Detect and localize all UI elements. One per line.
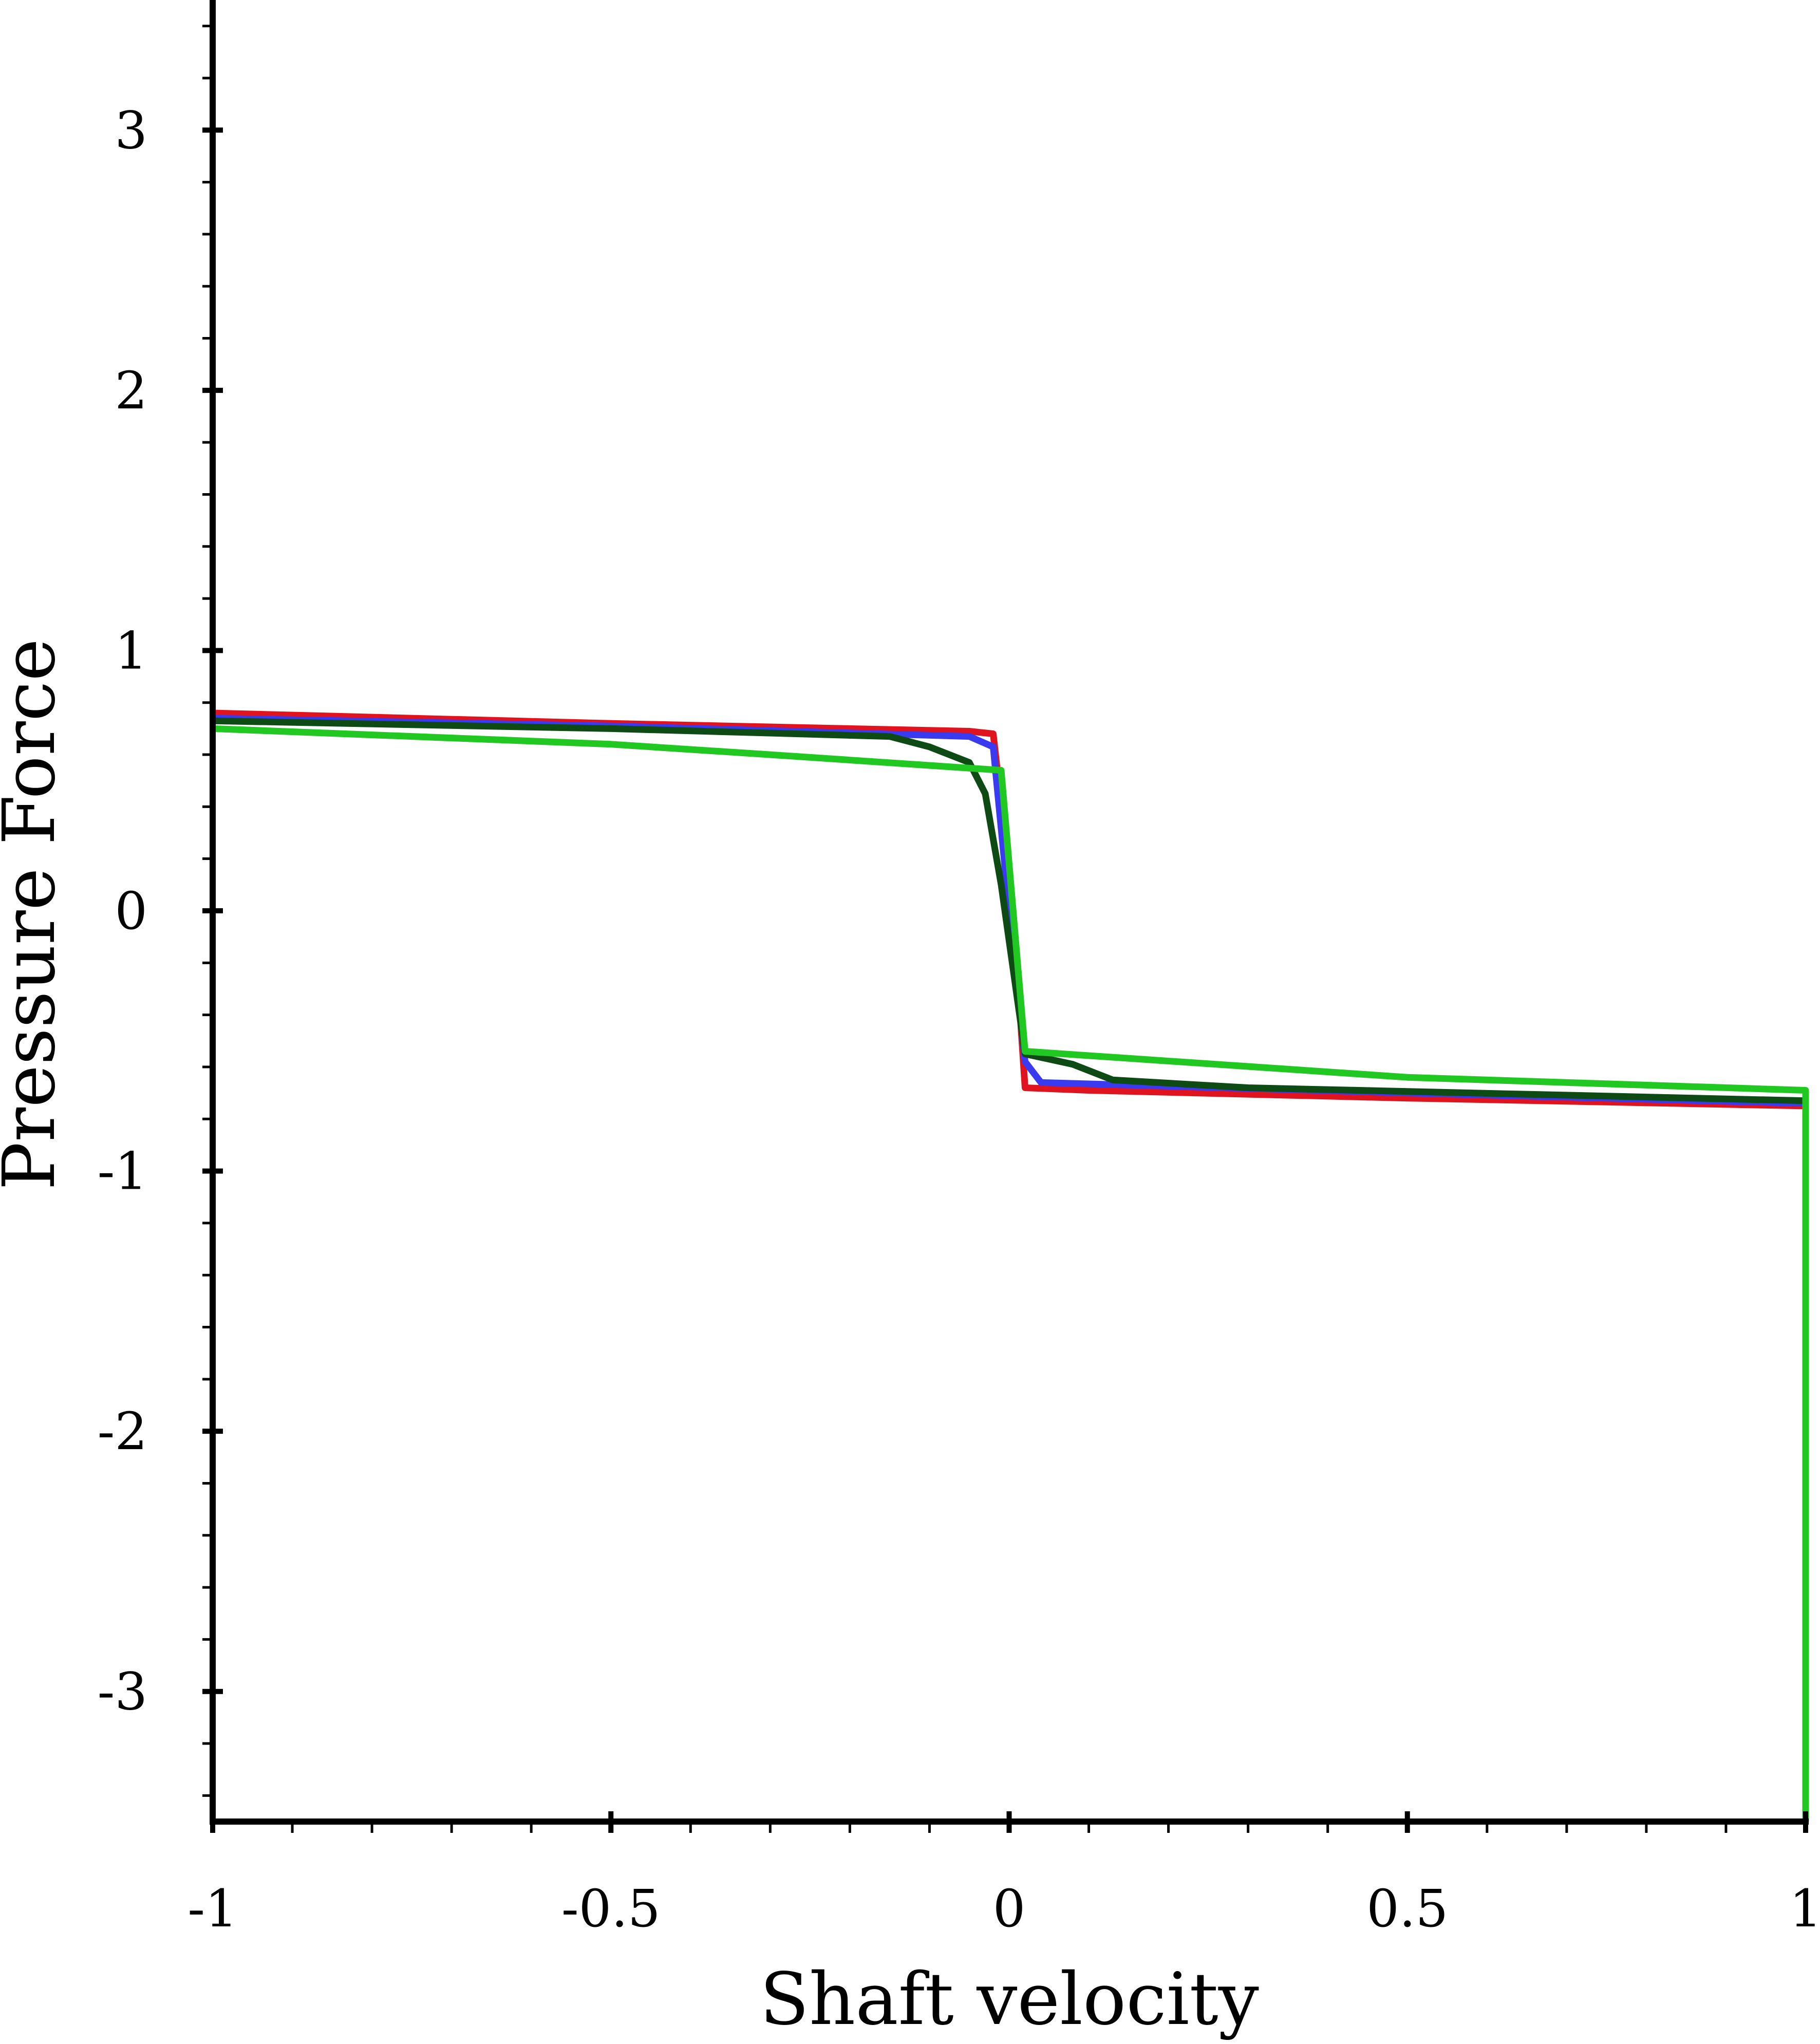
y-tick-label: 3 bbox=[115, 100, 147, 160]
series-line bbox=[212, 717, 1806, 1104]
series-line bbox=[212, 725, 1809, 1822]
y-tick-label: 1 bbox=[115, 621, 147, 681]
series-line bbox=[212, 715, 1806, 1107]
y-tick-label: -3 bbox=[98, 1662, 147, 1722]
y-tick-label: 2 bbox=[115, 361, 147, 421]
y-axis-label: Pressure Force bbox=[0, 639, 71, 1190]
x-axis-label: Shaft velocity bbox=[760, 1958, 1259, 2041]
x-tick-label: 0.5 bbox=[1366, 1879, 1448, 1939]
x-tick-label: 0 bbox=[993, 1879, 1026, 1939]
x-tick-label: -0.5 bbox=[561, 1879, 661, 1939]
y-tick-label: 0 bbox=[115, 881, 147, 941]
y-tick-label: -2 bbox=[98, 1401, 147, 1461]
y-tick-label: -1 bbox=[98, 1141, 147, 1202]
x-tick-label: 1 bbox=[1789, 1879, 1820, 1939]
x-tick-label: -1 bbox=[187, 1879, 237, 1939]
